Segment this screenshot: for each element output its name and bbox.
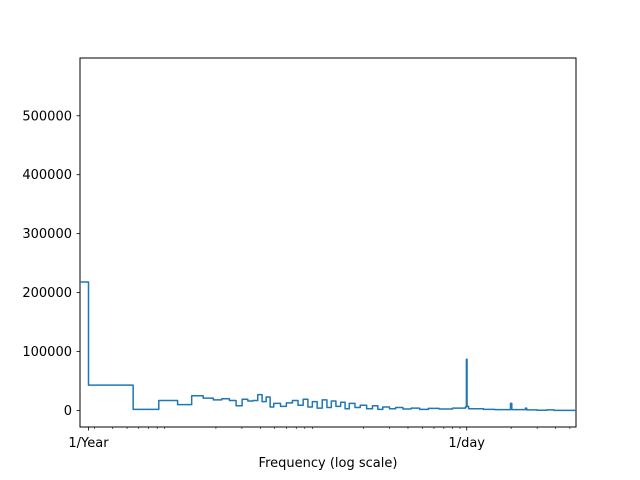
x-axis: 1/Year 1/day [68,427,571,451]
y-tick-label: 100000 [22,345,72,360]
y-tick-label: 500000 [22,109,72,124]
x-tick-label: 1/day [448,436,485,451]
y-tick-label: 200000 [22,286,72,301]
series-line [80,281,576,412]
y-tick-label: 300000 [22,227,72,242]
axes-frame [79,57,577,428]
y-tick-label: 400000 [22,168,72,183]
plot-area [79,57,577,428]
y-tick-label: 0 [64,404,72,419]
x-axis-label: Frequency (log scale) [259,456,398,471]
y-axis: 0 100000 200000 300000 400000 500000 [22,109,80,419]
x-tick-label: 1/Year [68,436,109,451]
